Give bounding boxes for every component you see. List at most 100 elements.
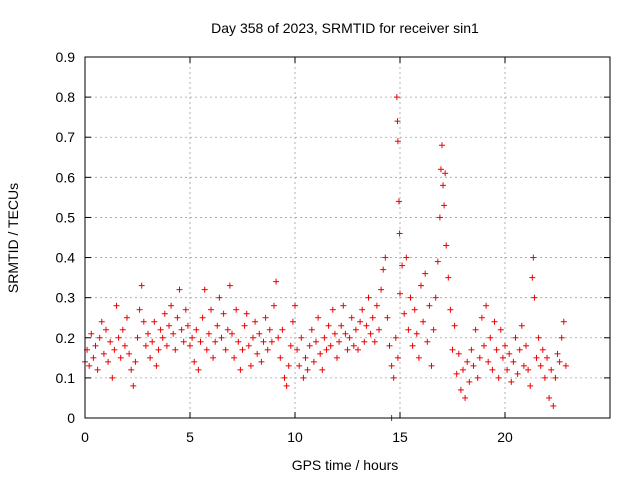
data-point xyxy=(331,330,338,337)
data-point xyxy=(384,314,391,321)
data-point xyxy=(222,346,229,353)
data-point xyxy=(529,274,536,281)
data-point xyxy=(399,262,406,269)
data-point xyxy=(243,310,250,317)
data-point xyxy=(260,338,267,345)
data-point xyxy=(442,170,449,177)
data-point xyxy=(168,302,175,309)
data-point xyxy=(317,350,324,357)
data-point xyxy=(264,346,271,353)
data-point xyxy=(313,338,319,345)
data-point xyxy=(395,198,402,205)
data-point xyxy=(130,382,137,389)
data-point xyxy=(525,366,532,373)
data-point xyxy=(153,362,160,369)
data-point xyxy=(434,258,441,265)
y-tick-label: 0.3 xyxy=(56,290,76,306)
data-point xyxy=(392,334,399,341)
data-point xyxy=(455,350,462,357)
data-point xyxy=(271,302,277,309)
data-point xyxy=(231,354,238,361)
data-point xyxy=(136,306,143,313)
data-point xyxy=(439,142,445,149)
data-point xyxy=(306,342,313,349)
data-point xyxy=(382,254,389,261)
data-point xyxy=(371,338,378,345)
data-point xyxy=(252,318,259,325)
data-point xyxy=(268,338,275,345)
data-point xyxy=(132,358,139,365)
data-point xyxy=(491,318,498,325)
data-point xyxy=(428,362,435,369)
data-point xyxy=(107,338,114,345)
data-point xyxy=(527,382,534,389)
data-point xyxy=(191,358,198,365)
data-point xyxy=(394,354,401,361)
data-point xyxy=(302,354,309,361)
data-point xyxy=(88,330,95,337)
data-point xyxy=(117,354,124,361)
data-point xyxy=(201,286,208,293)
data-point xyxy=(178,326,185,333)
y-tick-label: 0.2 xyxy=(56,330,76,346)
data-point xyxy=(92,342,99,349)
data-point xyxy=(510,358,517,365)
data-point xyxy=(308,326,315,333)
data-point xyxy=(390,374,397,381)
data-point xyxy=(546,394,553,401)
x-tick-label: 5 xyxy=(186,429,194,445)
data-point xyxy=(380,266,387,273)
data-point xyxy=(478,314,485,321)
data-point xyxy=(224,326,231,333)
data-point xyxy=(86,362,93,369)
x-tick-label: 0 xyxy=(81,429,89,445)
data-point xyxy=(485,358,492,365)
data-point xyxy=(558,334,565,341)
y-tick-label: 0.8 xyxy=(56,89,76,105)
data-point xyxy=(352,326,359,333)
data-point xyxy=(508,378,515,385)
data-point xyxy=(470,362,477,369)
data-point xyxy=(336,338,343,345)
data-point xyxy=(367,330,374,337)
data-point xyxy=(210,354,217,361)
data-point xyxy=(388,362,395,369)
data-point xyxy=(334,354,340,361)
data-point xyxy=(403,254,410,261)
data-point xyxy=(420,318,427,325)
data-point xyxy=(445,274,452,281)
data-point xyxy=(245,342,252,349)
data-point xyxy=(266,326,273,333)
data-point xyxy=(472,326,479,333)
data-point xyxy=(157,326,164,333)
chart-title: Day 358 of 2023, SRMTID for receiver sin… xyxy=(211,20,479,36)
data-point xyxy=(516,346,523,353)
data-point xyxy=(440,182,447,189)
data-point xyxy=(283,382,290,389)
data-point xyxy=(466,378,473,385)
data-point xyxy=(273,278,280,285)
data-point xyxy=(233,306,240,313)
data-point xyxy=(401,310,408,317)
data-point xyxy=(407,294,414,301)
data-point xyxy=(103,326,109,333)
data-point xyxy=(285,362,292,369)
data-point xyxy=(208,306,214,313)
data-point xyxy=(355,346,361,353)
data-point xyxy=(321,334,328,341)
data-point xyxy=(441,202,448,209)
data-point xyxy=(170,330,177,337)
data-point xyxy=(426,302,433,309)
data-point xyxy=(115,334,122,341)
data-point xyxy=(506,350,513,357)
data-point xyxy=(140,318,147,325)
data-point xyxy=(523,342,529,349)
data-point xyxy=(350,342,357,349)
data-point xyxy=(289,318,296,325)
data-point xyxy=(363,322,370,329)
data-point xyxy=(533,354,540,361)
data-point xyxy=(373,302,380,309)
data-point xyxy=(105,358,112,365)
data-point xyxy=(499,354,506,361)
data-point xyxy=(436,214,443,221)
